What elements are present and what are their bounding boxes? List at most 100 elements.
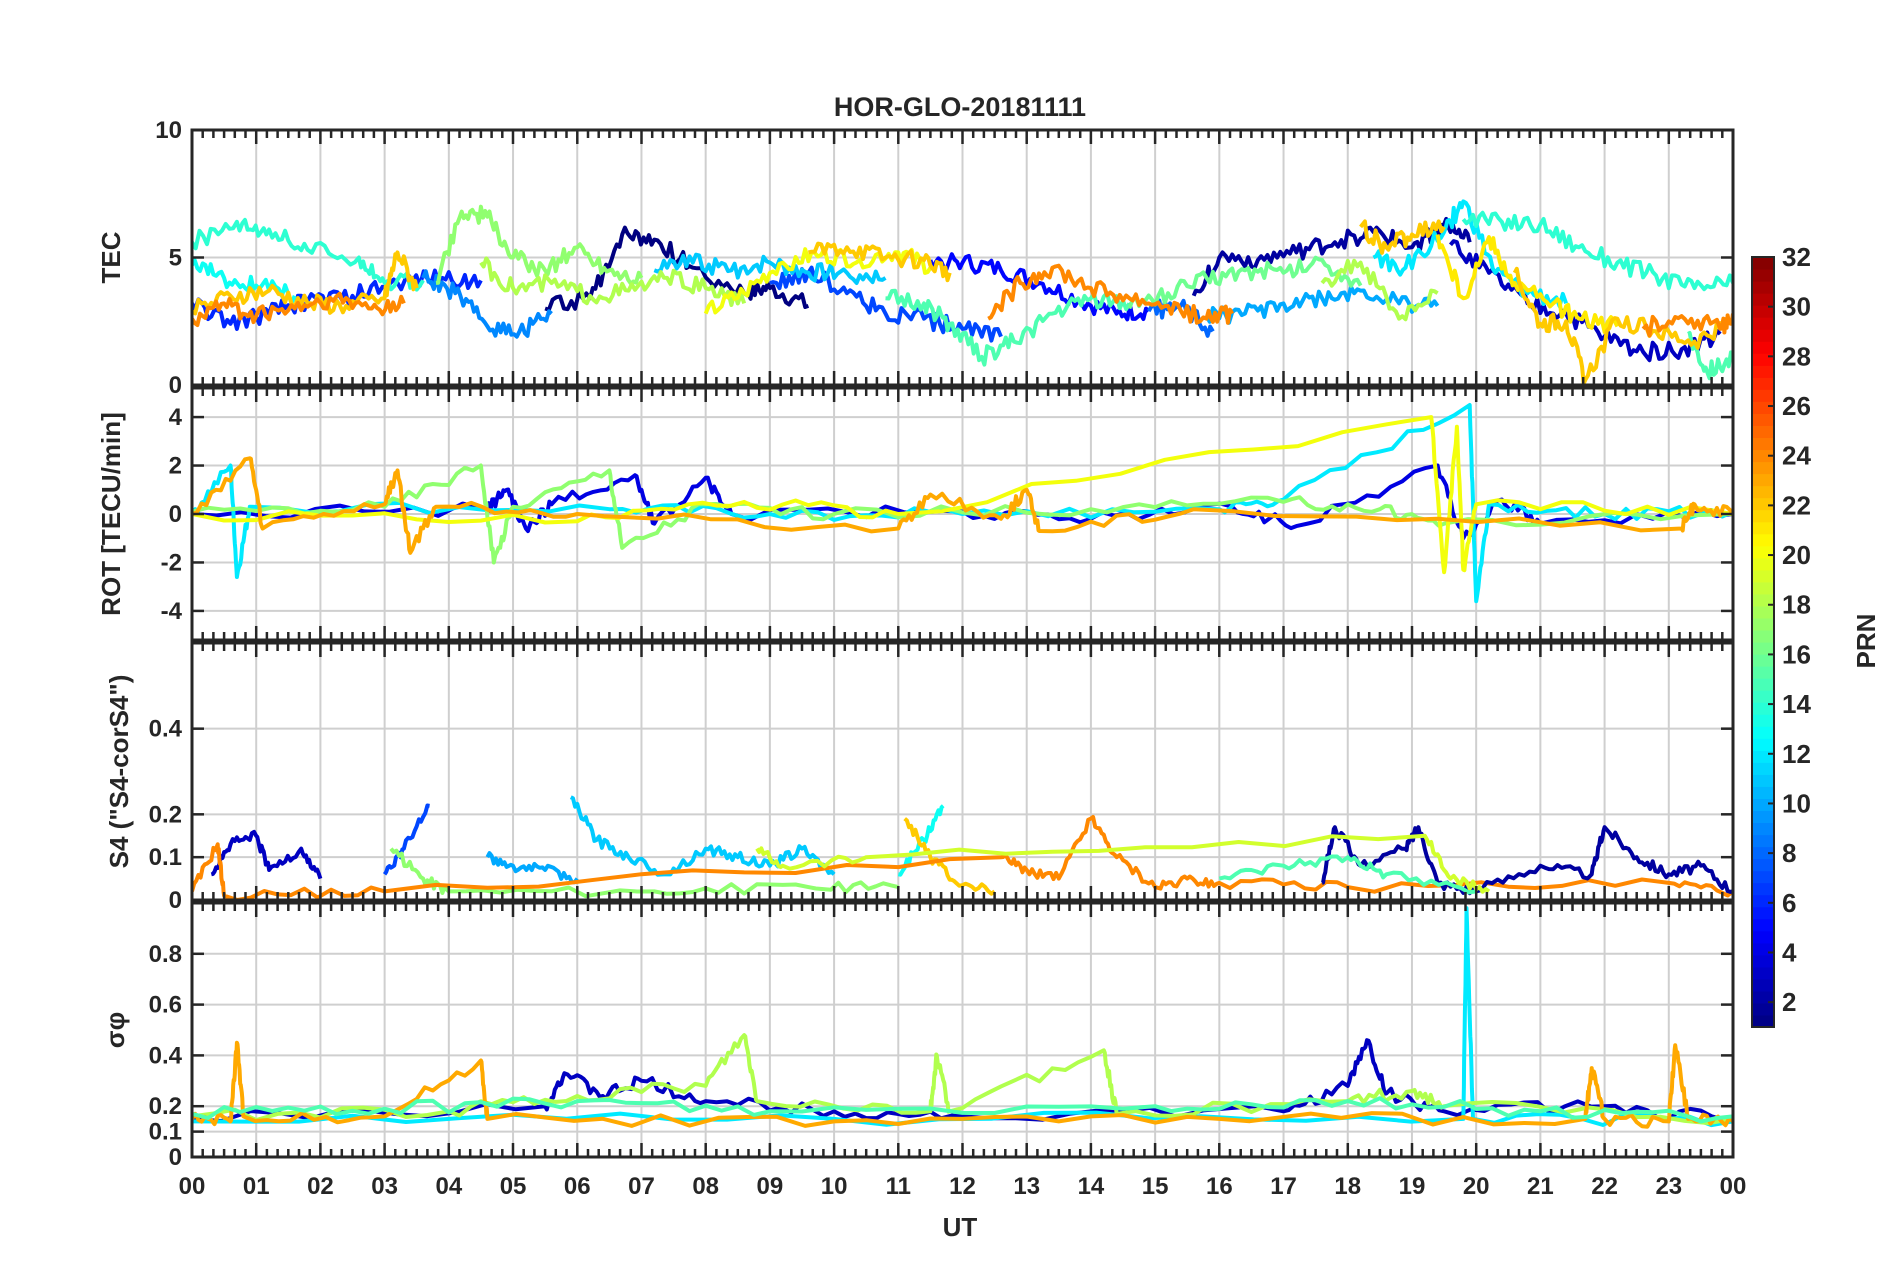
series-line-prn-15 xyxy=(885,288,1132,367)
y-tick-label: 0.8 xyxy=(149,941,182,968)
colorbar-segment xyxy=(1752,497,1774,511)
colorbar-segment xyxy=(1752,389,1774,402)
colorbar-tick-label: 2 xyxy=(1782,987,1796,1017)
colorbar-segment xyxy=(1752,798,1774,811)
colorbar-segment xyxy=(1752,642,1774,655)
x-tick-label: 08 xyxy=(692,1173,719,1200)
colorbar-segment xyxy=(1752,822,1774,836)
colorbar-segment xyxy=(1752,581,1774,595)
series-group xyxy=(192,403,1733,604)
colorbar-segment xyxy=(1752,593,1774,607)
x-axis: 00 01 02 03 04 05 06 07 08 09 10 11 12 13 14 15 16 17 18 19… xyxy=(179,1173,1747,1200)
x-minor-ticks xyxy=(201,643,1724,900)
colorbar-segment xyxy=(1752,846,1774,860)
x-tick-label: 12 xyxy=(949,1173,976,1200)
x-tick-label: 02 xyxy=(307,1173,334,1200)
series-line-prn-18 xyxy=(1320,258,1439,322)
y-tick-label: 0.1 xyxy=(149,1119,182,1146)
series-line-prn-12 xyxy=(192,906,1733,1128)
series-line-prn-11 xyxy=(569,795,836,877)
series-line-prn-24 xyxy=(1641,313,1733,338)
x-tick-label: 11 xyxy=(886,1173,911,1200)
x-minor-ticks xyxy=(201,388,1724,640)
series-line-prn-10 xyxy=(1204,284,1440,325)
x-tick-label: 13 xyxy=(1013,1173,1040,1200)
colorbar-segment xyxy=(1752,882,1774,896)
y-tick-label: 0 xyxy=(169,1144,182,1171)
series-line-prn-14 xyxy=(1461,210,1733,292)
colorbar-segment xyxy=(1752,317,1774,330)
x-tick-label: 23 xyxy=(1655,1173,1682,1200)
colorbar-segment xyxy=(1752,906,1774,920)
colorbar-tick-label: 14 xyxy=(1782,689,1811,719)
colorbar-segment xyxy=(1752,1002,1774,1016)
colorbar-segment xyxy=(1752,942,1774,956)
colorbar-segment xyxy=(1752,617,1774,631)
colorbar-segment xyxy=(1752,726,1774,739)
x-tick-label: 15 xyxy=(1142,1173,1169,1200)
x-tick-label: 04 xyxy=(435,1173,462,1200)
y-tick-label: 0 xyxy=(169,372,182,399)
series-line-prn-15 xyxy=(1218,854,1477,895)
x-tick-label: 18 xyxy=(1334,1173,1361,1200)
colorbar-segment xyxy=(1752,1015,1774,1028)
colorbar-segment xyxy=(1752,329,1774,342)
colorbar-segment xyxy=(1752,666,1774,679)
colorbar-segment xyxy=(1752,834,1774,848)
series-line-prn-24 xyxy=(192,291,406,327)
colorbar-segment xyxy=(1752,353,1774,366)
colorbar-segment xyxy=(1752,954,1774,968)
colorbar-segment xyxy=(1752,257,1774,270)
series-line-prn-5 xyxy=(928,252,1151,322)
colorbar-segment xyxy=(1752,461,1774,475)
colorbar-segment xyxy=(1752,858,1774,872)
colorbar-tick-label: 28 xyxy=(1782,341,1811,371)
x-tick-label: 17 xyxy=(1270,1173,1297,1200)
series-line-prn-22 xyxy=(1512,266,1733,385)
series-line-prn-23 xyxy=(192,456,1733,555)
series-line-prn-20 xyxy=(703,246,933,315)
panel-s4: 0 0.1 0.2 0.4 S4 ("S4-corS4") xyxy=(104,641,1735,914)
colorbar-segment xyxy=(1752,449,1774,463)
y-tick-label: 0 xyxy=(169,887,182,914)
colorbar-tick-label: 20 xyxy=(1782,540,1811,570)
y-tick-label: 0.1 xyxy=(149,844,182,871)
colorbar-segment xyxy=(1752,293,1774,306)
colorbar-tick-label: 6 xyxy=(1782,888,1796,918)
panel-rot: -4 -2 0 2 4 ROT [TECU/min] xyxy=(96,386,1735,642)
series-line-prn-17 xyxy=(435,204,644,286)
x-tick-label: 16 xyxy=(1206,1173,1233,1200)
colorbar-tick-label: 26 xyxy=(1782,391,1811,421)
colorbar-segment xyxy=(1752,714,1774,727)
x-tick-label: 14 xyxy=(1078,1173,1105,1200)
x-tick-label: 22 xyxy=(1591,1173,1618,1200)
colorbar-segment xyxy=(1752,281,1774,294)
colorbar-segment xyxy=(1752,545,1774,559)
colorbar-segment xyxy=(1752,605,1774,619)
series-line-prn-22 xyxy=(192,250,419,316)
colorbar-segment xyxy=(1752,377,1774,390)
series-line-prn-17 xyxy=(389,847,899,899)
y-tick-label: 2 xyxy=(169,453,182,480)
colorbar-segment xyxy=(1752,966,1774,980)
series-line-prn-9 xyxy=(421,269,553,339)
y-tick-label: 4 xyxy=(169,404,183,431)
series-line-prn-7 xyxy=(382,803,430,876)
series-line-prn-21 xyxy=(1435,234,1620,334)
colorbar-tick-label: 8 xyxy=(1782,838,1796,868)
colorbar-segment xyxy=(1752,269,1774,282)
series-group xyxy=(192,906,1733,1129)
colorbar-segment xyxy=(1752,702,1774,715)
series-line-prn-8 xyxy=(1146,298,1215,338)
x-tick-label: 00 xyxy=(1720,1173,1747,1200)
series-line-prn-22 xyxy=(903,817,996,896)
series-line-prn-23 xyxy=(192,1040,1733,1129)
colorbar-segment xyxy=(1752,413,1774,426)
series-line-prn-15 xyxy=(192,1096,1733,1124)
series-line-prn-10 xyxy=(485,851,579,885)
colorbar-frame xyxy=(1751,256,1775,1028)
series-line-prn-17 xyxy=(192,463,1733,565)
colorbar-segment xyxy=(1752,750,1774,763)
